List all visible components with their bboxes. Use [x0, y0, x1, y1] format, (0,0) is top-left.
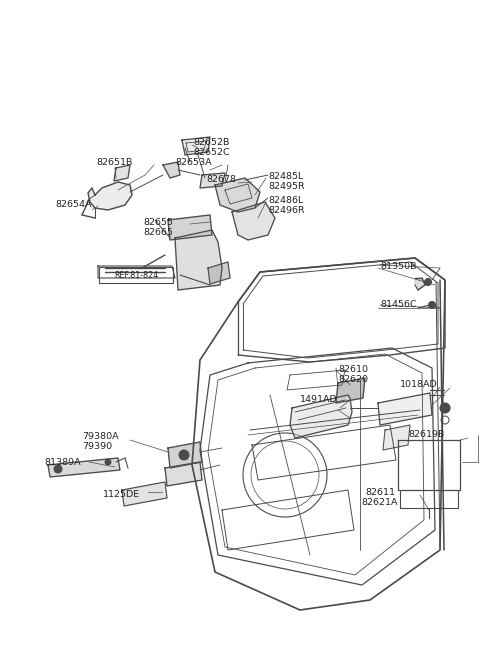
- Text: 81389A: 81389A: [44, 458, 81, 467]
- Polygon shape: [168, 215, 212, 240]
- Text: 82619B: 82619B: [408, 430, 444, 439]
- Text: 82485L
82495R: 82485L 82495R: [268, 172, 305, 191]
- Text: 81456C: 81456C: [380, 300, 417, 309]
- FancyBboxPatch shape: [99, 267, 173, 283]
- Text: 82654A: 82654A: [55, 200, 92, 209]
- Circle shape: [440, 403, 450, 413]
- Polygon shape: [208, 262, 230, 284]
- Text: 82651B: 82651B: [96, 158, 132, 167]
- Polygon shape: [383, 425, 410, 450]
- Text: 1125DE: 1125DE: [103, 490, 140, 499]
- Polygon shape: [415, 278, 425, 290]
- Polygon shape: [200, 173, 225, 188]
- Text: 82655
82665: 82655 82665: [143, 218, 173, 237]
- Polygon shape: [215, 178, 260, 212]
- Polygon shape: [48, 458, 120, 477]
- Polygon shape: [168, 442, 202, 468]
- Circle shape: [424, 278, 432, 286]
- Polygon shape: [163, 162, 180, 178]
- Text: REF.81-824: REF.81-824: [114, 271, 158, 280]
- Polygon shape: [114, 165, 130, 181]
- Circle shape: [105, 459, 111, 465]
- Polygon shape: [378, 393, 432, 425]
- Polygon shape: [122, 482, 167, 506]
- Text: 1018AD: 1018AD: [400, 380, 438, 389]
- Text: 82486L
82496R: 82486L 82496R: [268, 196, 305, 215]
- Polygon shape: [232, 202, 275, 240]
- Text: 82652B
82652C: 82652B 82652C: [193, 138, 229, 157]
- Polygon shape: [175, 230, 222, 290]
- Polygon shape: [88, 182, 132, 210]
- Polygon shape: [290, 395, 352, 438]
- Text: 82653A: 82653A: [175, 158, 212, 167]
- Text: 1491AD: 1491AD: [300, 395, 338, 404]
- Text: 82678: 82678: [206, 175, 236, 184]
- Polygon shape: [336, 378, 365, 403]
- Circle shape: [179, 450, 189, 460]
- Text: 82610
82620: 82610 82620: [338, 365, 368, 384]
- Circle shape: [54, 465, 62, 473]
- Polygon shape: [165, 462, 202, 486]
- Text: 82611
82621A: 82611 82621A: [362, 488, 398, 508]
- Circle shape: [429, 301, 435, 309]
- Text: 79380A
79390: 79380A 79390: [82, 432, 119, 451]
- Polygon shape: [182, 137, 210, 155]
- Text: 81350B: 81350B: [380, 262, 417, 271]
